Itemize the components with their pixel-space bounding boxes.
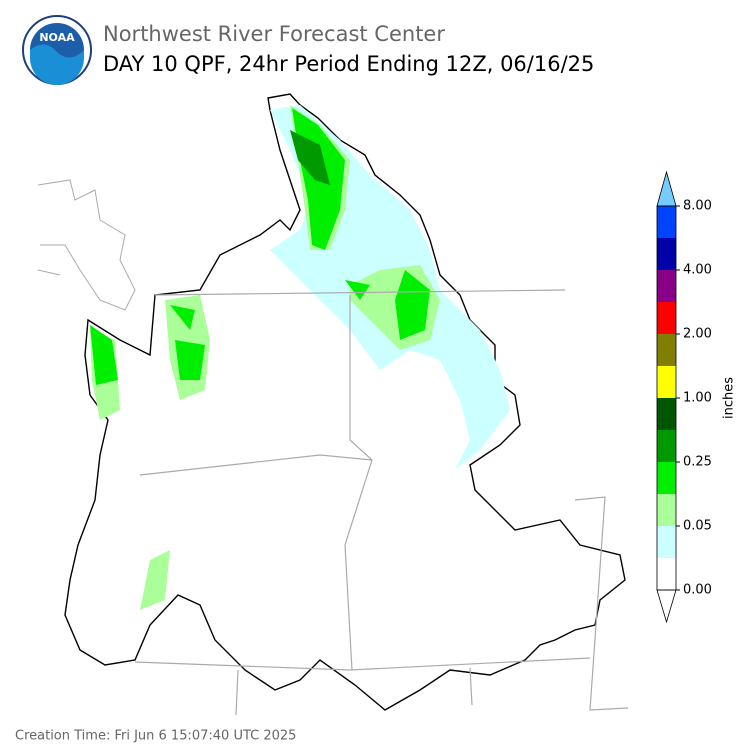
colorbar: 0.00 0.05 0.25 1.00 2.00 4.00 8.00 bbox=[656, 170, 712, 624]
creation-time: Creation Time: Fri Jun 6 15:07:40 UTC 20… bbox=[15, 729, 296, 744]
map bbox=[37, 93, 629, 716]
colorbar-segment bbox=[657, 238, 676, 270]
colorbar-label: inches bbox=[722, 377, 737, 419]
colorbar-tick-label: 8.00 bbox=[683, 199, 712, 214]
colorbar-segment bbox=[657, 494, 676, 526]
state-borders bbox=[134, 289, 629, 716]
title: DAY 10 QPF, 24hr Period Ending 12Z, 06/1… bbox=[103, 52, 594, 76]
logo: NOAA bbox=[22, 15, 92, 85]
colorbar-segment bbox=[657, 334, 676, 366]
colorbar-segment bbox=[657, 302, 676, 334]
colorbar-segment bbox=[657, 206, 676, 238]
colorbar-tick-label: 0.05 bbox=[683, 519, 712, 534]
colorbar-tick-label: 4.00 bbox=[683, 263, 712, 278]
colorbar-tick-label: 2.00 bbox=[683, 327, 712, 342]
colorbar-segment bbox=[657, 558, 676, 590]
colorbar-tick-label: 1.00 bbox=[683, 391, 712, 406]
colorbar-segment bbox=[657, 430, 676, 462]
coastline bbox=[37, 179, 136, 311]
colorbar-tick-label: 0.25 bbox=[683, 455, 712, 470]
organization: Northwest River Forecast Center bbox=[103, 22, 445, 46]
logo-text: NOAA bbox=[39, 31, 75, 44]
colorbar-segment bbox=[657, 366, 676, 398]
colorbar-segment bbox=[657, 398, 676, 430]
precip-area bbox=[290, 130, 330, 185]
colorbar-segment bbox=[657, 270, 676, 302]
colorbar-tick-label: 0.00 bbox=[683, 583, 712, 598]
colorbar-segment bbox=[657, 526, 676, 558]
basin-outline bbox=[64, 93, 626, 711]
colorbar-segment bbox=[657, 462, 676, 494]
